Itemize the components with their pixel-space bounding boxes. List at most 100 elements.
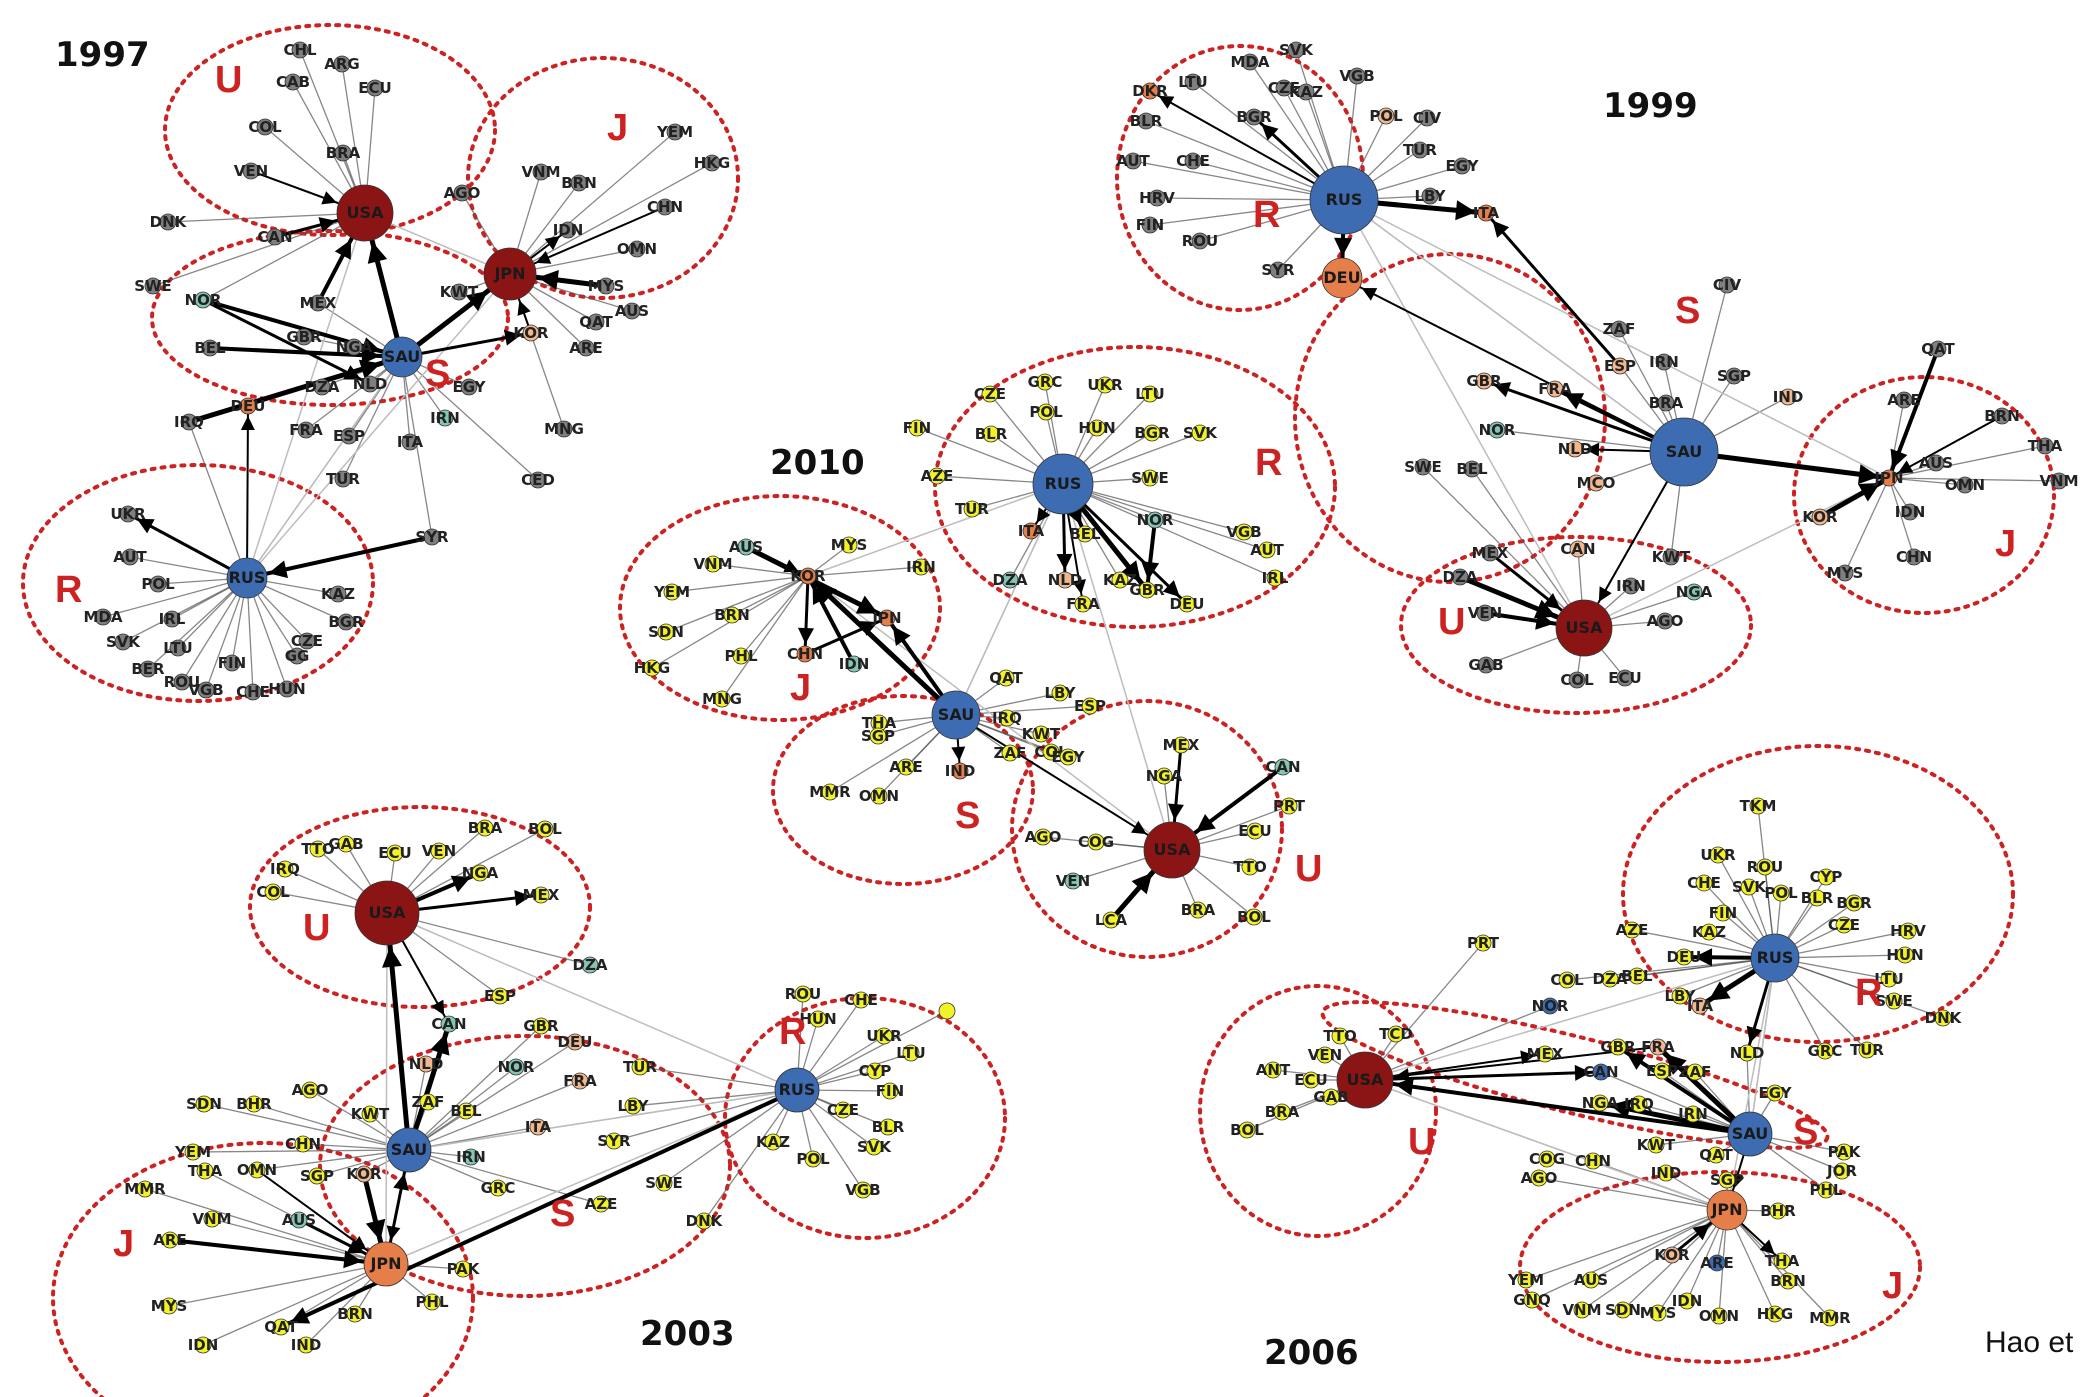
node-2010-GRC	[1036, 373, 1054, 391]
arrowhead-2010	[1131, 872, 1153, 895]
arrowhead-1999	[1563, 393, 1585, 410]
edge-2010	[1062, 483, 1245, 533]
edge-2003	[639, 1066, 798, 1091]
node-1997-TUR	[334, 470, 352, 488]
arrowhead-2006	[1708, 981, 1731, 1001]
node-label-2003-BLR: BLR	[872, 1118, 905, 1136]
node-1997-SYR	[423, 528, 441, 546]
node-1997-DEU	[239, 397, 257, 415]
node-2006-MEX	[1536, 1045, 1554, 1063]
cluster-outline-2003-U	[248, 805, 592, 1009]
edge-1997	[122, 577, 248, 643]
strong-edge-2010	[806, 574, 958, 717]
node-1997-ITA	[401, 433, 419, 451]
node-label-2003-HUN: HUN	[799, 1010, 836, 1028]
node-label-1999-KWT: KWT	[1652, 548, 1691, 566]
node-1997-MNG	[555, 420, 573, 438]
cluster-outline-2006-R	[1621, 744, 2015, 1044]
cluster-outline-2010-J	[618, 494, 942, 722]
node-2010-DZA	[1001, 571, 1019, 589]
node-label-1999-MYS: MYS	[1827, 564, 1864, 582]
node-label-1999-FRA: FRA	[1538, 380, 1572, 398]
node-label-1999-OMN: OMN	[1945, 476, 1985, 494]
node-1999-AGO	[1656, 612, 1674, 630]
node-label-1997-AGO: AGO	[444, 184, 481, 202]
node-label-1997-USA: USA	[347, 203, 385, 222]
node-2006-ESP	[1653, 1062, 1671, 1080]
node-label-2003-CHN: CHN	[285, 1135, 321, 1153]
arrowhead-2006	[1692, 1223, 1710, 1241]
node-2010-IRL	[1266, 569, 1284, 587]
node-label-2010-KWT: KWT	[1022, 725, 1061, 743]
node-label-1999-CZE: CZE	[1268, 79, 1300, 97]
node-1999-SGP	[1725, 367, 1743, 385]
node-label-1997-IRQ: IRQ	[174, 413, 204, 431]
node-label-1999-BLR: BLR	[1130, 112, 1163, 130]
node-2010-HKG	[643, 659, 661, 677]
node-label-1999-FIN: FIN	[1136, 216, 1164, 234]
node-1997-FRA	[297, 421, 315, 439]
node-2006-HUN	[1896, 946, 1914, 964]
node-label-2006-ZAF: ZAF	[1679, 1063, 1712, 1081]
node-label-2010-UKR: UKR	[1087, 376, 1123, 394]
node-2010-AUT	[1258, 541, 1276, 559]
node-2006-ANT	[1264, 1061, 1282, 1079]
node-1997-YEM	[666, 123, 684, 141]
node-label-1999-CAN: CAN	[1560, 540, 1595, 558]
node-2006-GBR	[1609, 1038, 1627, 1056]
node-1997-IDN	[559, 221, 577, 239]
edge-2003	[202, 1263, 387, 1346]
node-label-1999-AUS: AUS	[1919, 454, 1953, 472]
node-2010-LCA	[1102, 911, 1120, 929]
node-label-2003-RUS: RUS	[779, 1080, 816, 1099]
node-label-2010-VEN: VEN	[1056, 872, 1090, 890]
node-label-2003-THA: THA	[188, 1162, 223, 1180]
node-1999-POL	[1377, 107, 1395, 125]
node-2006-MYS	[1649, 1304, 1667, 1322]
node-2010-YEM	[663, 583, 681, 601]
node-1997-ARG	[333, 55, 351, 73]
node-label-1997-KWT: KWT	[440, 283, 479, 301]
arrowhead-1999	[1543, 593, 1561, 610]
node-2006-PRT	[1474, 934, 1492, 952]
edge-2003	[408, 1025, 542, 1151]
node-label-2003-ITA: ITA	[525, 1118, 552, 1136]
node-label-2010-AUS: AUS	[729, 538, 763, 556]
edge-1999	[1844, 477, 1890, 574]
cluster-label-1997-R: R	[55, 569, 82, 611]
node-2003-QAT	[272, 1318, 290, 1336]
edge-2010	[671, 575, 809, 593]
node-1997-KOR	[522, 324, 540, 342]
node-label-2006-LBY: LBY	[1664, 987, 1696, 1005]
arrowhead-2006	[1693, 948, 1713, 967]
edge-1999	[1888, 445, 2046, 479]
node-1997-BEL	[201, 339, 219, 357]
node-label-2010-ITA: ITA	[1018, 522, 1045, 540]
node-1997-EGY	[460, 378, 478, 396]
node-label-1997-CZE: CZE	[291, 632, 323, 650]
arrowhead-1997	[318, 217, 337, 233]
node-2006-UKR	[1709, 846, 1727, 864]
node-label-2010-TTO: TTO	[1233, 858, 1267, 876]
node-2003-IND	[297, 1336, 315, 1354]
cluster-outline-2003-J	[51, 1141, 475, 1397]
strong-edge-2006	[1364, 1078, 1751, 1136]
edge-2010	[807, 566, 922, 577]
node-2010-BLR	[982, 425, 1000, 443]
node-label-2010-SDN: SDN	[648, 623, 684, 641]
node-2006-KWT	[1647, 1136, 1665, 1154]
edge-2006	[1566, 957, 1776, 981]
arrowhead-2003	[290, 1307, 311, 1324]
node-2010-AZE	[928, 467, 946, 485]
node-2003-TTO	[309, 840, 327, 858]
arrowhead-2003	[430, 1033, 450, 1056]
node-2010-VNM	[704, 555, 722, 573]
node-2003-USA	[354, 880, 420, 946]
arrowhead-2010	[859, 621, 878, 636]
node-2003-SYR	[605, 1132, 623, 1150]
node-label-1997-ARE: ARE	[569, 339, 602, 357]
node-2003-ARE	[161, 1231, 179, 1249]
cluster-label-2010-S: S	[955, 795, 980, 837]
node-label-2006-TTO: TTO	[1323, 1027, 1357, 1045]
node-label-1999-POL: POL	[1369, 107, 1403, 125]
